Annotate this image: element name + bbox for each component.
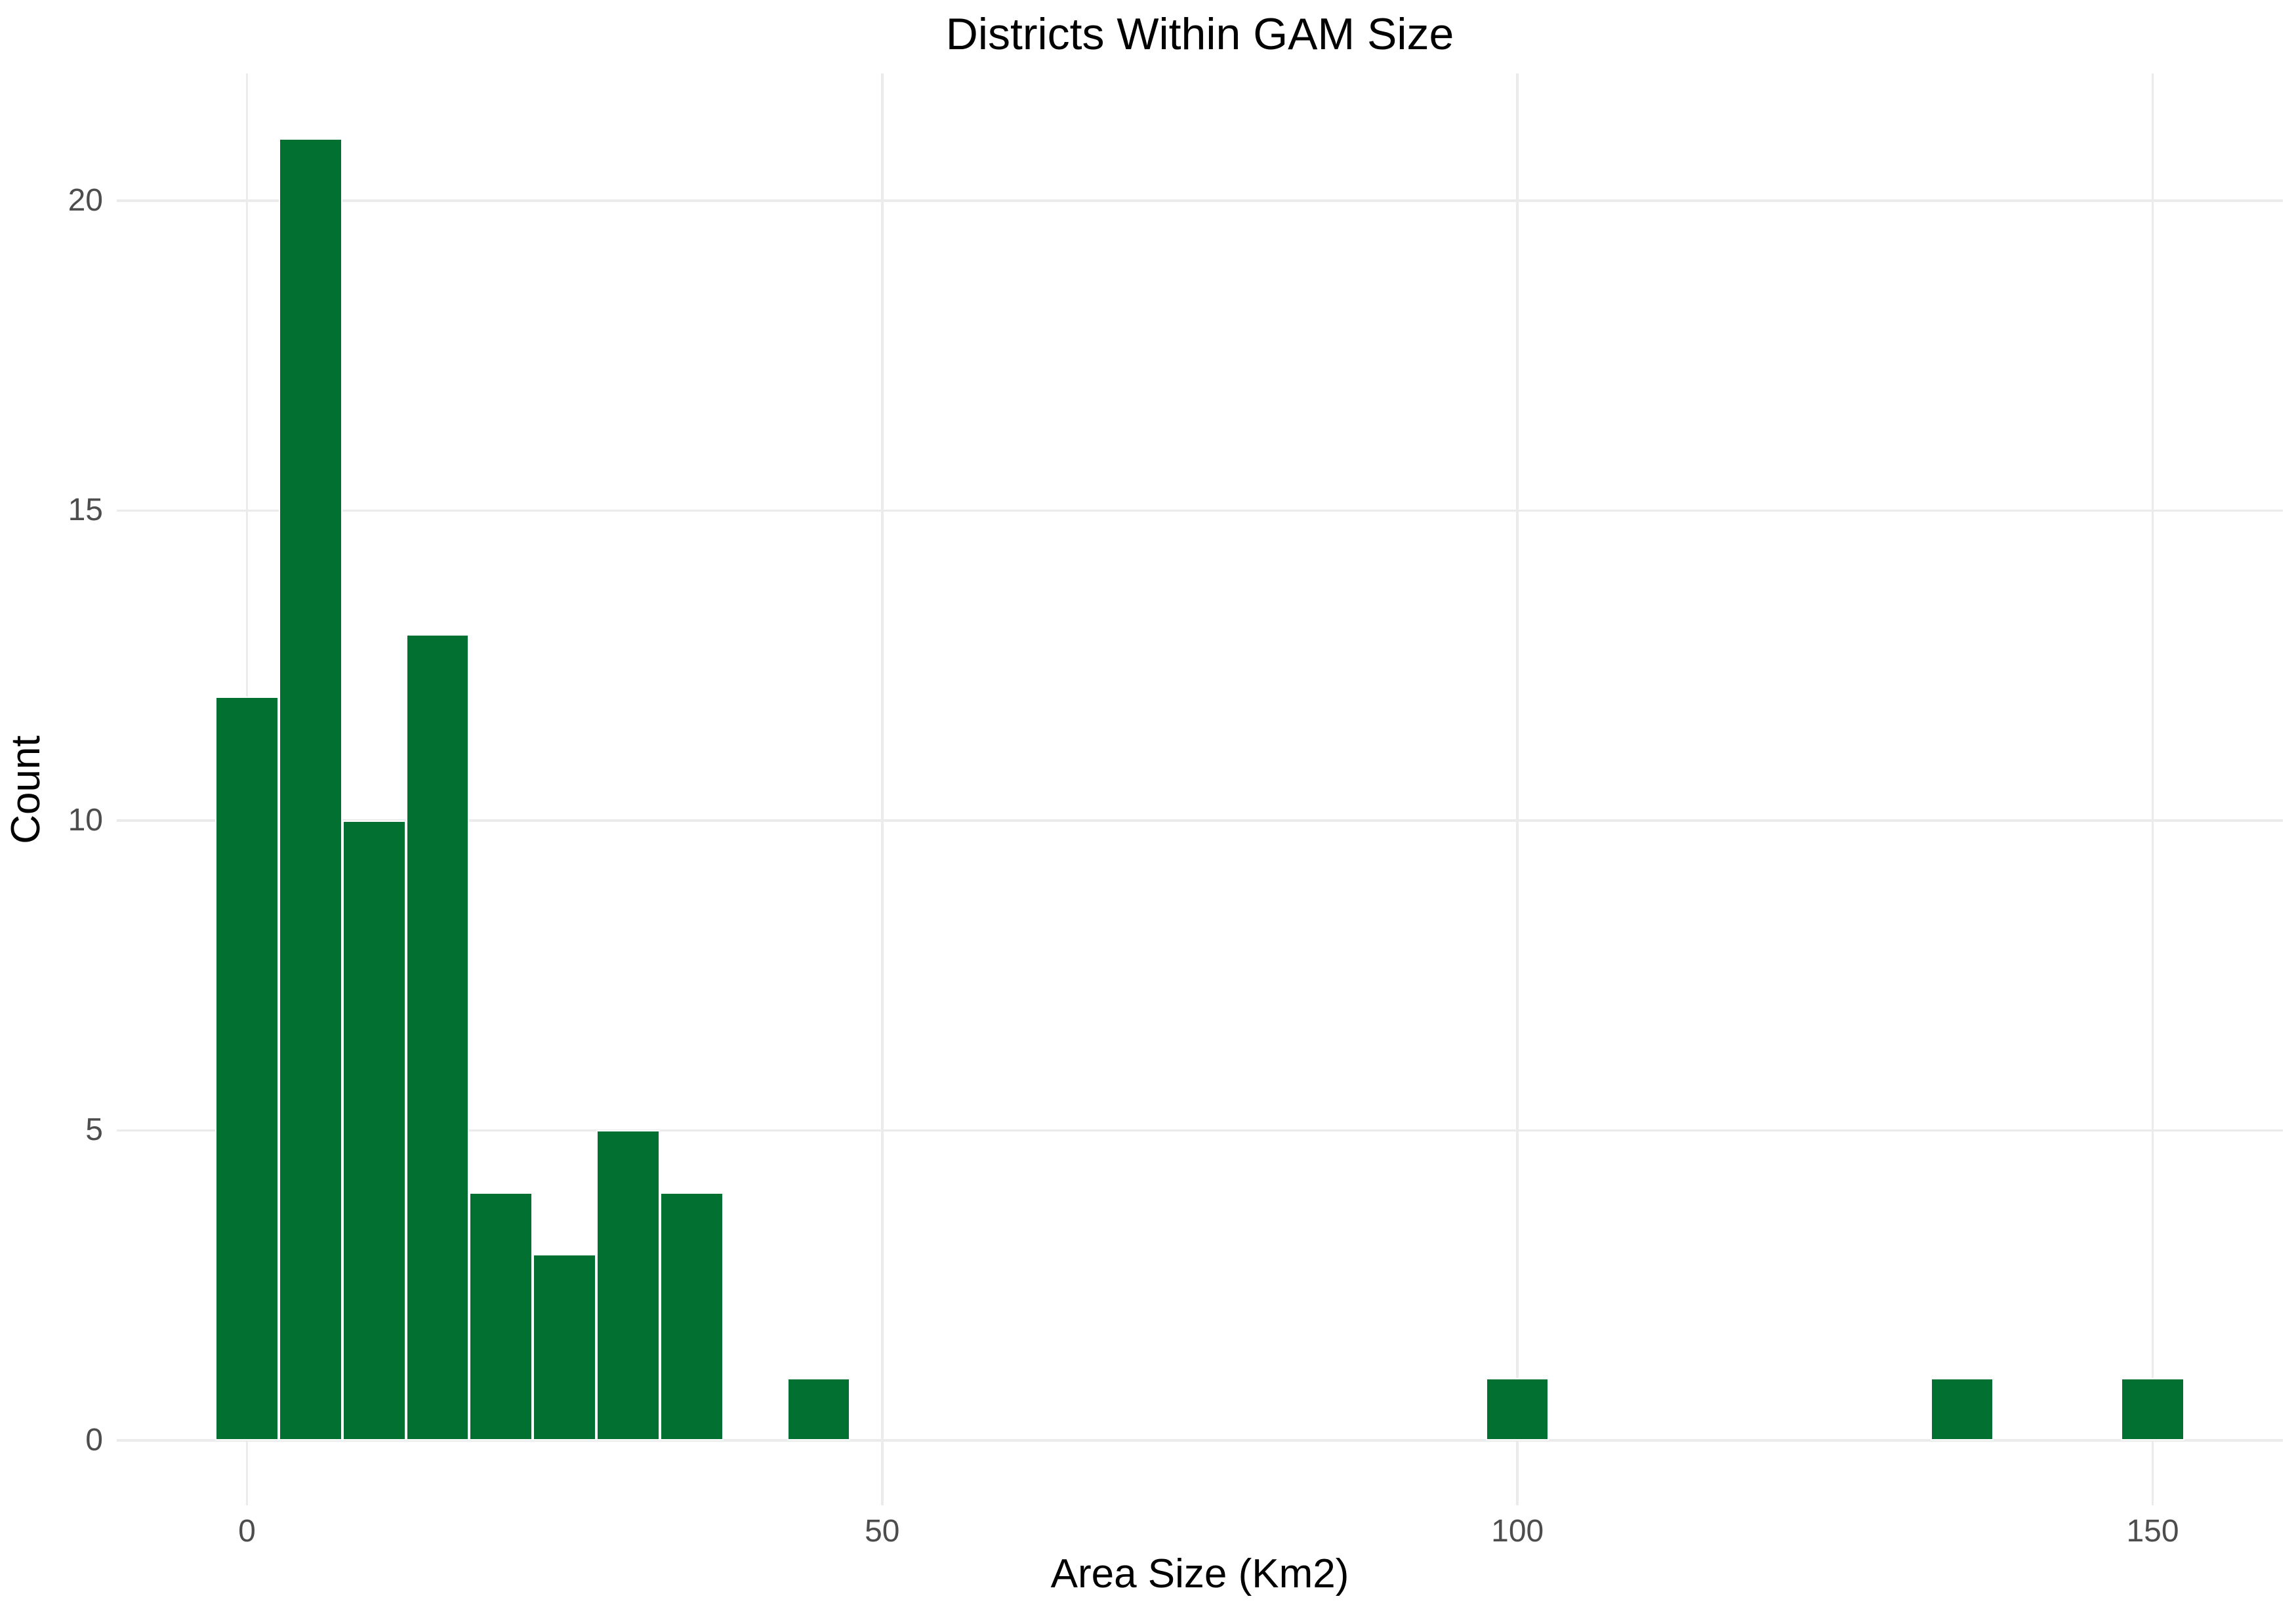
histogram-bar-100 [1485, 1378, 1549, 1440]
y-tick-label-0: 0 [85, 1422, 103, 1457]
gridline-y-10 [117, 819, 2283, 822]
histogram-bar-10 [342, 820, 406, 1440]
plot-title: Districts Within GAM Size [945, 9, 1454, 59]
x-tick-label-0: 0 [238, 1514, 256, 1549]
gridline-x-50 [881, 73, 884, 1505]
gridline-y-0 [117, 1439, 2283, 1442]
histogram-bar-15 [405, 634, 470, 1440]
histogram-bar-135 [1930, 1378, 1994, 1440]
histogram-bar-5 [278, 138, 342, 1440]
plot-area [117, 73, 2283, 1505]
histogram-bar-45 [787, 1378, 851, 1440]
gridline-x-100 [1516, 73, 1519, 1505]
histogram-bar-150 [2121, 1378, 2184, 1440]
gridline-y-5 [117, 1129, 2283, 1131]
gridline-y-20 [117, 199, 2283, 202]
histogram-bar-20 [469, 1192, 533, 1440]
histogram-bar-25 [533, 1254, 597, 1440]
x-tick-label-150: 150 [2126, 1514, 2179, 1549]
histogram-bar-35 [659, 1192, 724, 1440]
y-tick-label-15: 15 [68, 493, 103, 528]
histogram-bar-0 [215, 696, 279, 1440]
gridline-x-150 [2151, 73, 2154, 1505]
y-tick-label-10: 10 [68, 802, 103, 838]
gridline-y-15 [117, 509, 2283, 512]
y-tick-label-5: 5 [85, 1112, 103, 1148]
x-tick-label-100: 100 [1491, 1514, 1544, 1549]
x-tick-label-50: 50 [865, 1514, 900, 1549]
y-tick-label-20: 20 [68, 182, 103, 218]
histogram-bar-30 [596, 1130, 660, 1440]
x-axis-title: Area Size (Km2) [1050, 1551, 1349, 1597]
